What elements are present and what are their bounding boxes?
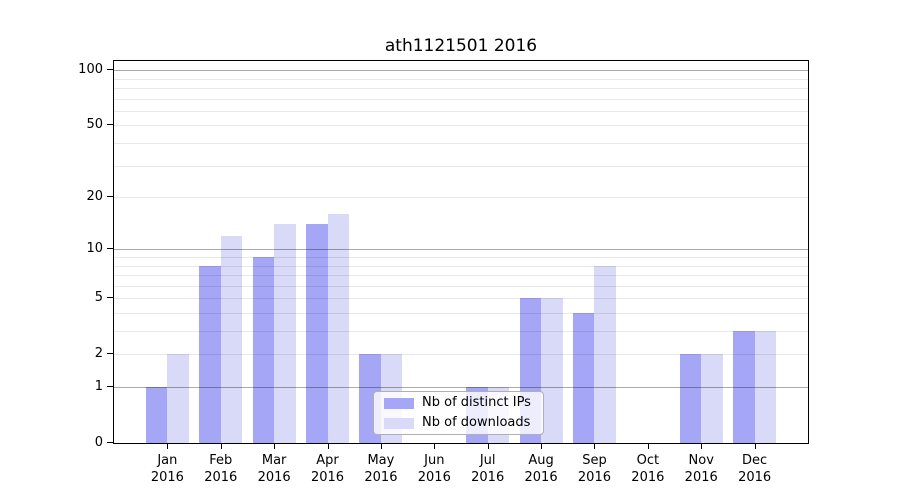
x-tick-label-may: May 2016	[364, 453, 398, 485]
x-tick-label-sep: Sep 2016	[577, 453, 611, 485]
bars-layer	[114, 61, 808, 443]
y-tick-label-1: 1	[94, 378, 103, 394]
x-tick-mark-jan	[167, 444, 169, 449]
bar-downloads-nov	[701, 354, 723, 443]
x-tick-label-oct: Oct 2016	[631, 453, 665, 485]
x-tick-label-dec: Dec 2016	[738, 453, 772, 485]
y-tick-mark-10	[107, 248, 113, 250]
x-tick-label-jul: Jul 2016	[471, 453, 505, 485]
bar-distinct-ips-mar	[252, 257, 275, 443]
x-tick-mark-apr	[327, 444, 329, 449]
legend-swatch-downloads	[384, 417, 414, 429]
x-tick-mark-mar	[274, 444, 276, 449]
x-tick-label-jan: Jan 2016	[150, 453, 184, 485]
y-tick-mark-0	[107, 442, 113, 443]
x-tick-mark-nov	[701, 444, 703, 449]
x-tick-mark-sep	[594, 444, 596, 449]
y-tick-label-100: 100	[78, 61, 103, 77]
x-tick-label-jun: Jun 2016	[417, 453, 451, 485]
x-tick-mark-jun	[434, 444, 436, 449]
legend-label-downloads: Nb of downloads	[422, 415, 531, 430]
y-tick-mark-50	[107, 124, 113, 126]
bar-downloads-feb	[220, 235, 243, 443]
bar-downloads-jan	[167, 354, 189, 443]
bar-distinct-ips-feb	[199, 265, 221, 443]
bar-downloads-sep	[594, 265, 616, 443]
bar-distinct-ips-sep	[572, 313, 595, 443]
y-tick-label-5: 5	[94, 289, 103, 305]
y-tick-mark-20	[107, 196, 113, 198]
x-tick-mark-feb	[220, 444, 222, 449]
bar-downloads-aug	[541, 298, 563, 443]
y-tick-mark-5	[107, 297, 113, 299]
x-tick-mark-may	[380, 444, 382, 449]
bar-distinct-ips-jan	[145, 387, 168, 443]
x-tick-label-mar: Mar 2016	[257, 453, 291, 485]
y-tick-label-20: 20	[86, 188, 103, 204]
bar-downloads-mar	[274, 224, 296, 443]
legend: Nb of distinct IPs Nb of downloads	[373, 391, 544, 435]
legend-entry-downloads: Nb of downloads	[384, 415, 535, 431]
bar-distinct-ips-apr	[306, 224, 328, 443]
plot-area	[113, 60, 809, 444]
x-tick-label-feb: Feb 2016	[204, 453, 238, 485]
x-tick-mark-dec	[754, 444, 756, 449]
y-tick-label-2: 2	[94, 345, 103, 361]
y-tick-mark-1	[107, 386, 113, 387]
bar-downloads-dec	[754, 331, 777, 443]
x-tick-label-apr: Apr 2016	[310, 453, 345, 485]
x-tick-mark-oct	[647, 444, 649, 449]
x-tick-mark-aug	[541, 444, 543, 449]
legend-label-distinct-ips: Nb of distinct IPs	[422, 395, 531, 410]
y-tick-label-50: 50	[86, 116, 103, 132]
bar-distinct-ips-nov	[679, 354, 702, 443]
chart-title: ath1121501 2016	[384, 36, 538, 56]
y-tick-mark-100	[107, 69, 113, 71]
y-tick-label-10: 10	[86, 240, 103, 256]
y-tick-label-0: 0	[94, 434, 103, 450]
y-tick-mark-2	[107, 353, 113, 355]
x-tick-label-nov: Nov 2016	[684, 453, 718, 485]
bar-distinct-ips-dec	[733, 331, 755, 443]
plot-inner	[114, 61, 808, 443]
legend-swatch-distinct-ips	[384, 397, 414, 409]
legend-entry-distinct-ips: Nb of distinct IPs	[384, 395, 535, 411]
bar-downloads-apr	[327, 214, 350, 443]
x-tick-label-aug: Aug 2016	[524, 453, 558, 485]
x-tick-mark-jul	[487, 444, 489, 449]
